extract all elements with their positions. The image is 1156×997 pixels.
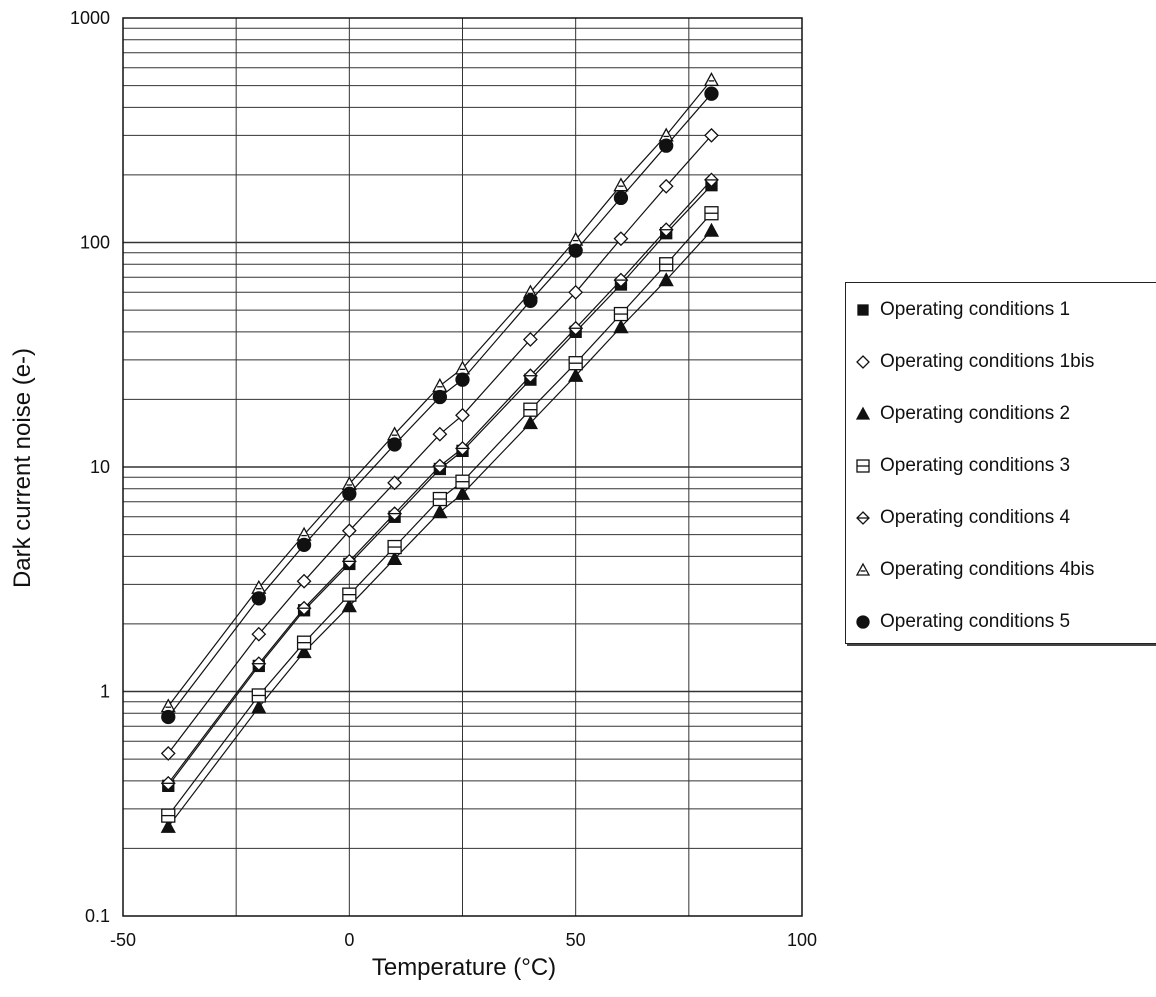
data-point	[568, 243, 583, 258]
legend-marker	[856, 615, 870, 629]
data-point	[251, 626, 267, 642]
data-point	[432, 389, 448, 405]
data-point	[455, 372, 470, 387]
data-point	[855, 406, 871, 420]
x-tick-label: 100	[787, 930, 817, 950]
data-point	[704, 86, 719, 101]
data-point	[432, 377, 448, 392]
grid	[123, 18, 802, 916]
legend-marker	[856, 459, 870, 473]
data-point	[251, 591, 266, 606]
data-point	[454, 485, 471, 500]
data-point	[659, 138, 674, 153]
data-point	[703, 222, 720, 237]
series-line	[167, 230, 712, 828]
data-point	[522, 415, 538, 430]
plot-border	[122, 17, 803, 917]
data-point	[432, 426, 448, 442]
data-point	[455, 407, 470, 423]
y-tick-label: 1	[100, 682, 110, 702]
data-point	[387, 475, 403, 491]
series-5	[160, 172, 719, 791]
legend-item: Operating conditions 3	[852, 451, 1070, 481]
series-line	[167, 179, 712, 784]
legend: Operating conditions 1 Operating conditio…	[845, 282, 1156, 644]
legend-item: Operating conditions 1bis	[852, 347, 1094, 377]
legend-item: Operating conditions 4bis	[852, 555, 1094, 585]
data-point	[857, 304, 869, 316]
y-tick-label: 100	[80, 233, 110, 253]
y-tick-label: 10	[90, 457, 110, 477]
data-point	[296, 573, 312, 589]
legend-label: Operating conditions 5	[880, 611, 1071, 632]
data-point	[161, 709, 176, 725]
series-2	[160, 127, 719, 761]
legend-marker	[856, 511, 870, 525]
y-axis-title: Dark current noise (e-)	[9, 348, 36, 588]
legend-item: Operating conditions 5	[852, 607, 1070, 637]
data-point	[568, 284, 584, 300]
data-point	[568, 367, 584, 382]
data-point	[856, 355, 870, 369]
data-point	[341, 598, 357, 613]
x-tick-label: -50	[110, 930, 136, 950]
data-point	[613, 319, 629, 334]
legend-label: Operating conditions 3	[880, 455, 1071, 476]
data-point	[523, 293, 538, 308]
series-line	[167, 135, 712, 754]
series-layer	[160, 72, 720, 833]
data-point	[296, 644, 312, 659]
legend-label: Operating conditions 2	[880, 403, 1071, 424]
plot-frame	[122, 17, 803, 917]
data-point	[160, 818, 176, 833]
data-point	[658, 272, 674, 287]
data-point	[387, 437, 402, 452]
legend-marker	[857, 304, 869, 316]
tick-labels: -50 0 50 100 0.1 1 10 100 1000	[70, 8, 817, 950]
data-point	[613, 190, 629, 206]
series-line	[167, 93, 712, 718]
data-point	[341, 523, 357, 539]
legend-marker	[856, 355, 870, 369]
legend-item: Operating conditions 1	[852, 295, 1070, 325]
data-point	[658, 178, 674, 194]
data-point	[432, 504, 448, 519]
series-line	[167, 79, 712, 707]
legend-label: Operating conditions 4	[880, 507, 1071, 528]
data-point	[296, 537, 312, 553]
series-3	[160, 222, 720, 833]
legend-marker	[855, 406, 871, 420]
data-point	[613, 177, 629, 192]
legend-label: Operating conditions 1bis	[880, 351, 1095, 372]
series-7	[161, 86, 719, 725]
data-point	[160, 745, 176, 761]
data-point	[342, 486, 357, 501]
data-point	[703, 72, 720, 87]
series-line	[167, 212, 712, 816]
legend-marker	[855, 562, 871, 576]
data-point	[387, 550, 403, 565]
data-point	[522, 332, 538, 347]
data-point	[251, 699, 267, 714]
series-line	[167, 184, 712, 787]
x-axis-title: Temperature (°C)	[372, 954, 556, 981]
data-point	[856, 615, 870, 629]
data-point	[613, 231, 629, 247]
series-6	[160, 72, 720, 713]
data-point	[704, 127, 719, 143]
y-tick-label: 0.1	[85, 906, 110, 926]
legend-item: Operating conditions 4	[852, 503, 1070, 533]
legend-label: Operating conditions 1	[880, 299, 1071, 320]
legend-label: Operating conditions 4bis	[880, 559, 1095, 580]
series-1	[162, 179, 718, 792]
data-point	[855, 562, 871, 576]
series-4	[161, 206, 719, 823]
y-tick-label: 1000	[70, 8, 110, 28]
x-tick-label: 0	[344, 930, 354, 950]
x-tick-label: 50	[566, 930, 586, 950]
legend-item: Operating conditions 2	[852, 399, 1070, 429]
